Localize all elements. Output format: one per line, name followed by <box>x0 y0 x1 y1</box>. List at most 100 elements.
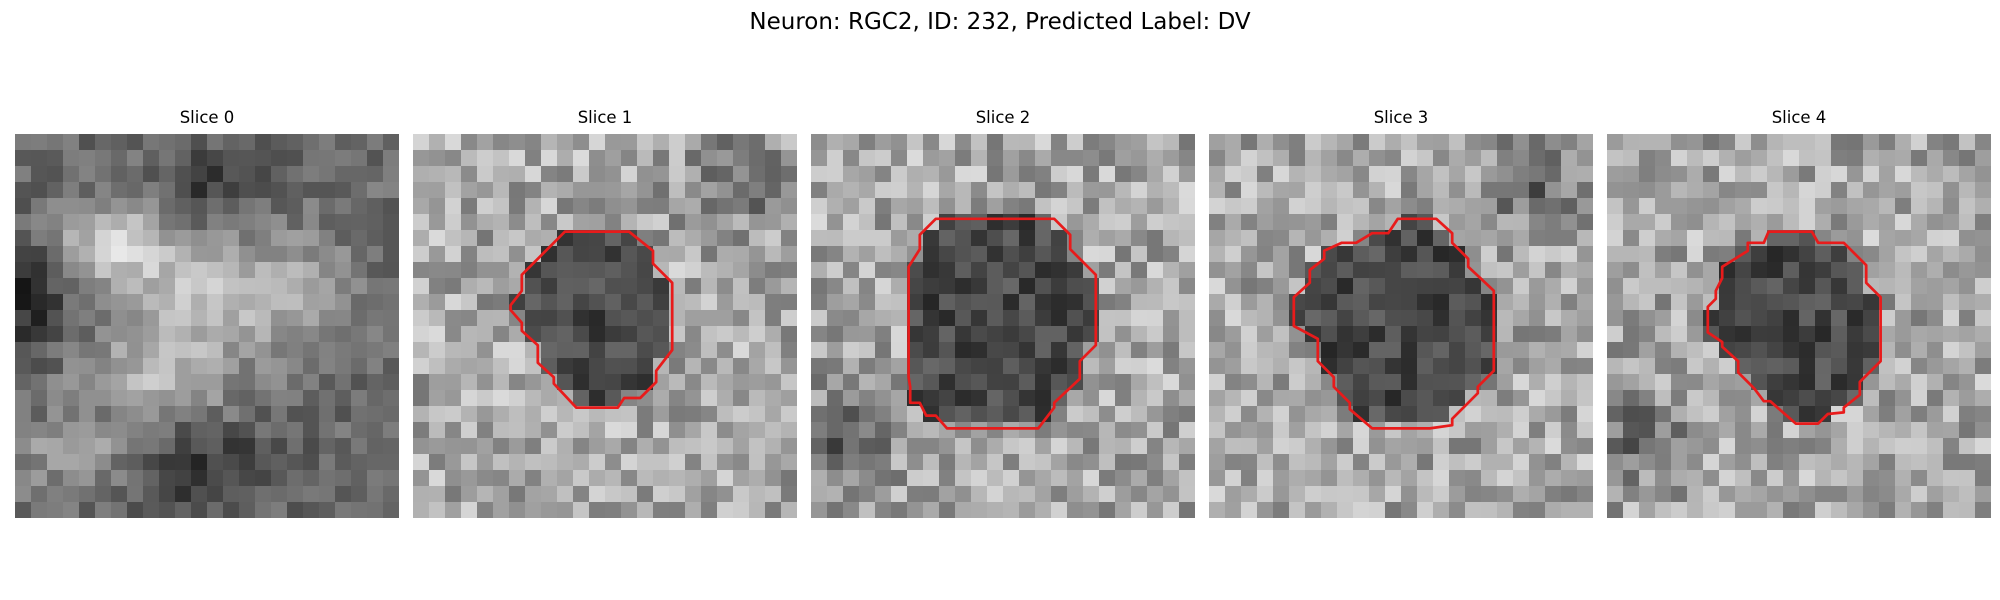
pixel <box>907 358 924 375</box>
pixel <box>1831 214 1848 231</box>
pixel <box>1911 262 1928 279</box>
pixel <box>159 278 176 295</box>
pixel <box>1481 390 1498 407</box>
pixel <box>1289 358 1306 375</box>
pixel <box>47 358 64 375</box>
pixel <box>1115 470 1132 487</box>
pixel <box>1639 262 1656 279</box>
pixel <box>1163 470 1180 487</box>
pixel <box>159 262 176 279</box>
pixel <box>1465 358 1482 375</box>
pixel <box>1465 438 1482 455</box>
pixel <box>383 390 399 407</box>
pixel <box>765 454 782 471</box>
pixel <box>1751 134 1768 151</box>
pixel <box>1767 214 1784 231</box>
pixel <box>1131 262 1148 279</box>
pixel <box>461 262 478 279</box>
pixel <box>1417 310 1434 327</box>
pixel <box>255 342 272 359</box>
pixel <box>1895 438 1912 455</box>
pixel <box>1751 326 1768 343</box>
pixel <box>1401 198 1418 215</box>
pixel <box>477 166 494 183</box>
pixel <box>811 470 828 487</box>
pixel <box>493 310 510 327</box>
pixel <box>143 182 160 199</box>
pixel <box>1959 486 1976 503</box>
pixel <box>1639 454 1656 471</box>
pixel <box>1257 374 1274 391</box>
pixel <box>1959 502 1976 518</box>
pixel <box>477 246 494 263</box>
pixel <box>621 374 638 391</box>
pixel <box>907 486 924 503</box>
pixel <box>1847 422 1864 439</box>
pixel <box>1497 422 1514 439</box>
pixel <box>1273 246 1290 263</box>
pixel <box>509 198 526 215</box>
pixel <box>1975 406 1991 423</box>
pixel <box>907 422 924 439</box>
pixel <box>1863 198 1880 215</box>
pixel <box>749 198 766 215</box>
pixel <box>1513 262 1530 279</box>
pixel <box>127 310 144 327</box>
pixel <box>653 470 670 487</box>
pixel <box>1847 150 1864 167</box>
pixel <box>63 294 80 311</box>
pixel <box>557 214 574 231</box>
pixel <box>827 454 844 471</box>
pixel <box>191 374 208 391</box>
pixel <box>875 342 892 359</box>
pixel <box>939 278 956 295</box>
pixel <box>1019 134 1036 151</box>
pixel <box>1289 454 1306 471</box>
pixel <box>827 358 844 375</box>
pixel <box>1305 470 1322 487</box>
pixel <box>255 294 272 311</box>
pixel <box>1943 214 1960 231</box>
pixel <box>923 246 940 263</box>
pixel <box>1607 294 1624 311</box>
pixel <box>1607 406 1624 423</box>
pixel <box>1305 230 1322 247</box>
pixel <box>127 294 144 311</box>
pixel <box>1735 486 1752 503</box>
pixel <box>1783 294 1800 311</box>
pixel <box>367 182 384 199</box>
pixel <box>1815 198 1832 215</box>
pixel <box>733 310 750 327</box>
pixel <box>1545 182 1562 199</box>
pixel <box>685 214 702 231</box>
pixel <box>1179 342 1195 359</box>
pixel <box>827 406 844 423</box>
pixel <box>1131 214 1148 231</box>
pixel <box>1783 278 1800 295</box>
pixel <box>1179 406 1195 423</box>
pixel <box>223 278 240 295</box>
pixel <box>1433 150 1450 167</box>
pixel <box>827 342 844 359</box>
pixel <box>987 278 1004 295</box>
pixel <box>1337 278 1354 295</box>
pixel <box>1241 438 1258 455</box>
pixel <box>827 470 844 487</box>
pixel <box>1289 198 1306 215</box>
pixel <box>1289 182 1306 199</box>
pixel <box>1003 278 1020 295</box>
pixel <box>303 294 320 311</box>
pixel <box>1067 454 1084 471</box>
pixel <box>669 358 686 375</box>
pixel <box>1799 246 1816 263</box>
pixel <box>1847 214 1864 231</box>
pixel <box>429 278 446 295</box>
pixel <box>589 310 606 327</box>
pixel <box>1895 342 1912 359</box>
pixel <box>843 326 860 343</box>
pixel <box>509 342 526 359</box>
pixel <box>1401 150 1418 167</box>
pixel <box>653 342 670 359</box>
pixel <box>669 246 686 263</box>
pixel <box>1847 358 1864 375</box>
